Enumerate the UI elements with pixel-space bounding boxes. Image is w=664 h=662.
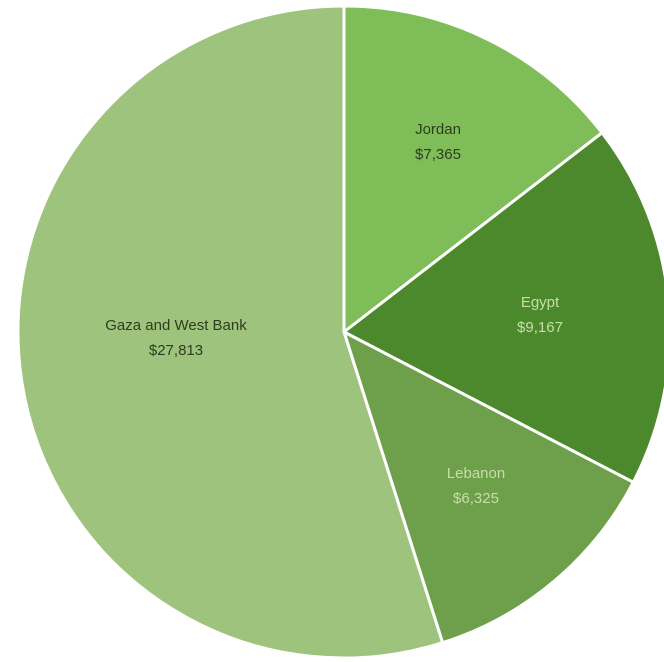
- slice-value-jordan: $7,365: [415, 146, 461, 163]
- slice-value-lebanon: $6,325: [453, 490, 499, 507]
- pie-slice-gaza-and-west-bank: [16, 4, 445, 660]
- slice-value-gaza-and-west-bank: $27,813: [149, 342, 203, 359]
- slice-label-lebanon: Lebanon: [447, 465, 505, 482]
- slice-label-egypt: Egypt: [521, 294, 560, 311]
- pie-slice-lebanon: [341, 328, 636, 645]
- pie-slice-egypt: [341, 130, 664, 485]
- pie-slice-jordan: [342, 4, 605, 336]
- slice-label-jordan: Jordan: [415, 121, 461, 138]
- slice-label-gaza-and-west-bank: Gaza and West Bank: [105, 317, 247, 334]
- slice-value-egypt: $9,167: [517, 319, 563, 336]
